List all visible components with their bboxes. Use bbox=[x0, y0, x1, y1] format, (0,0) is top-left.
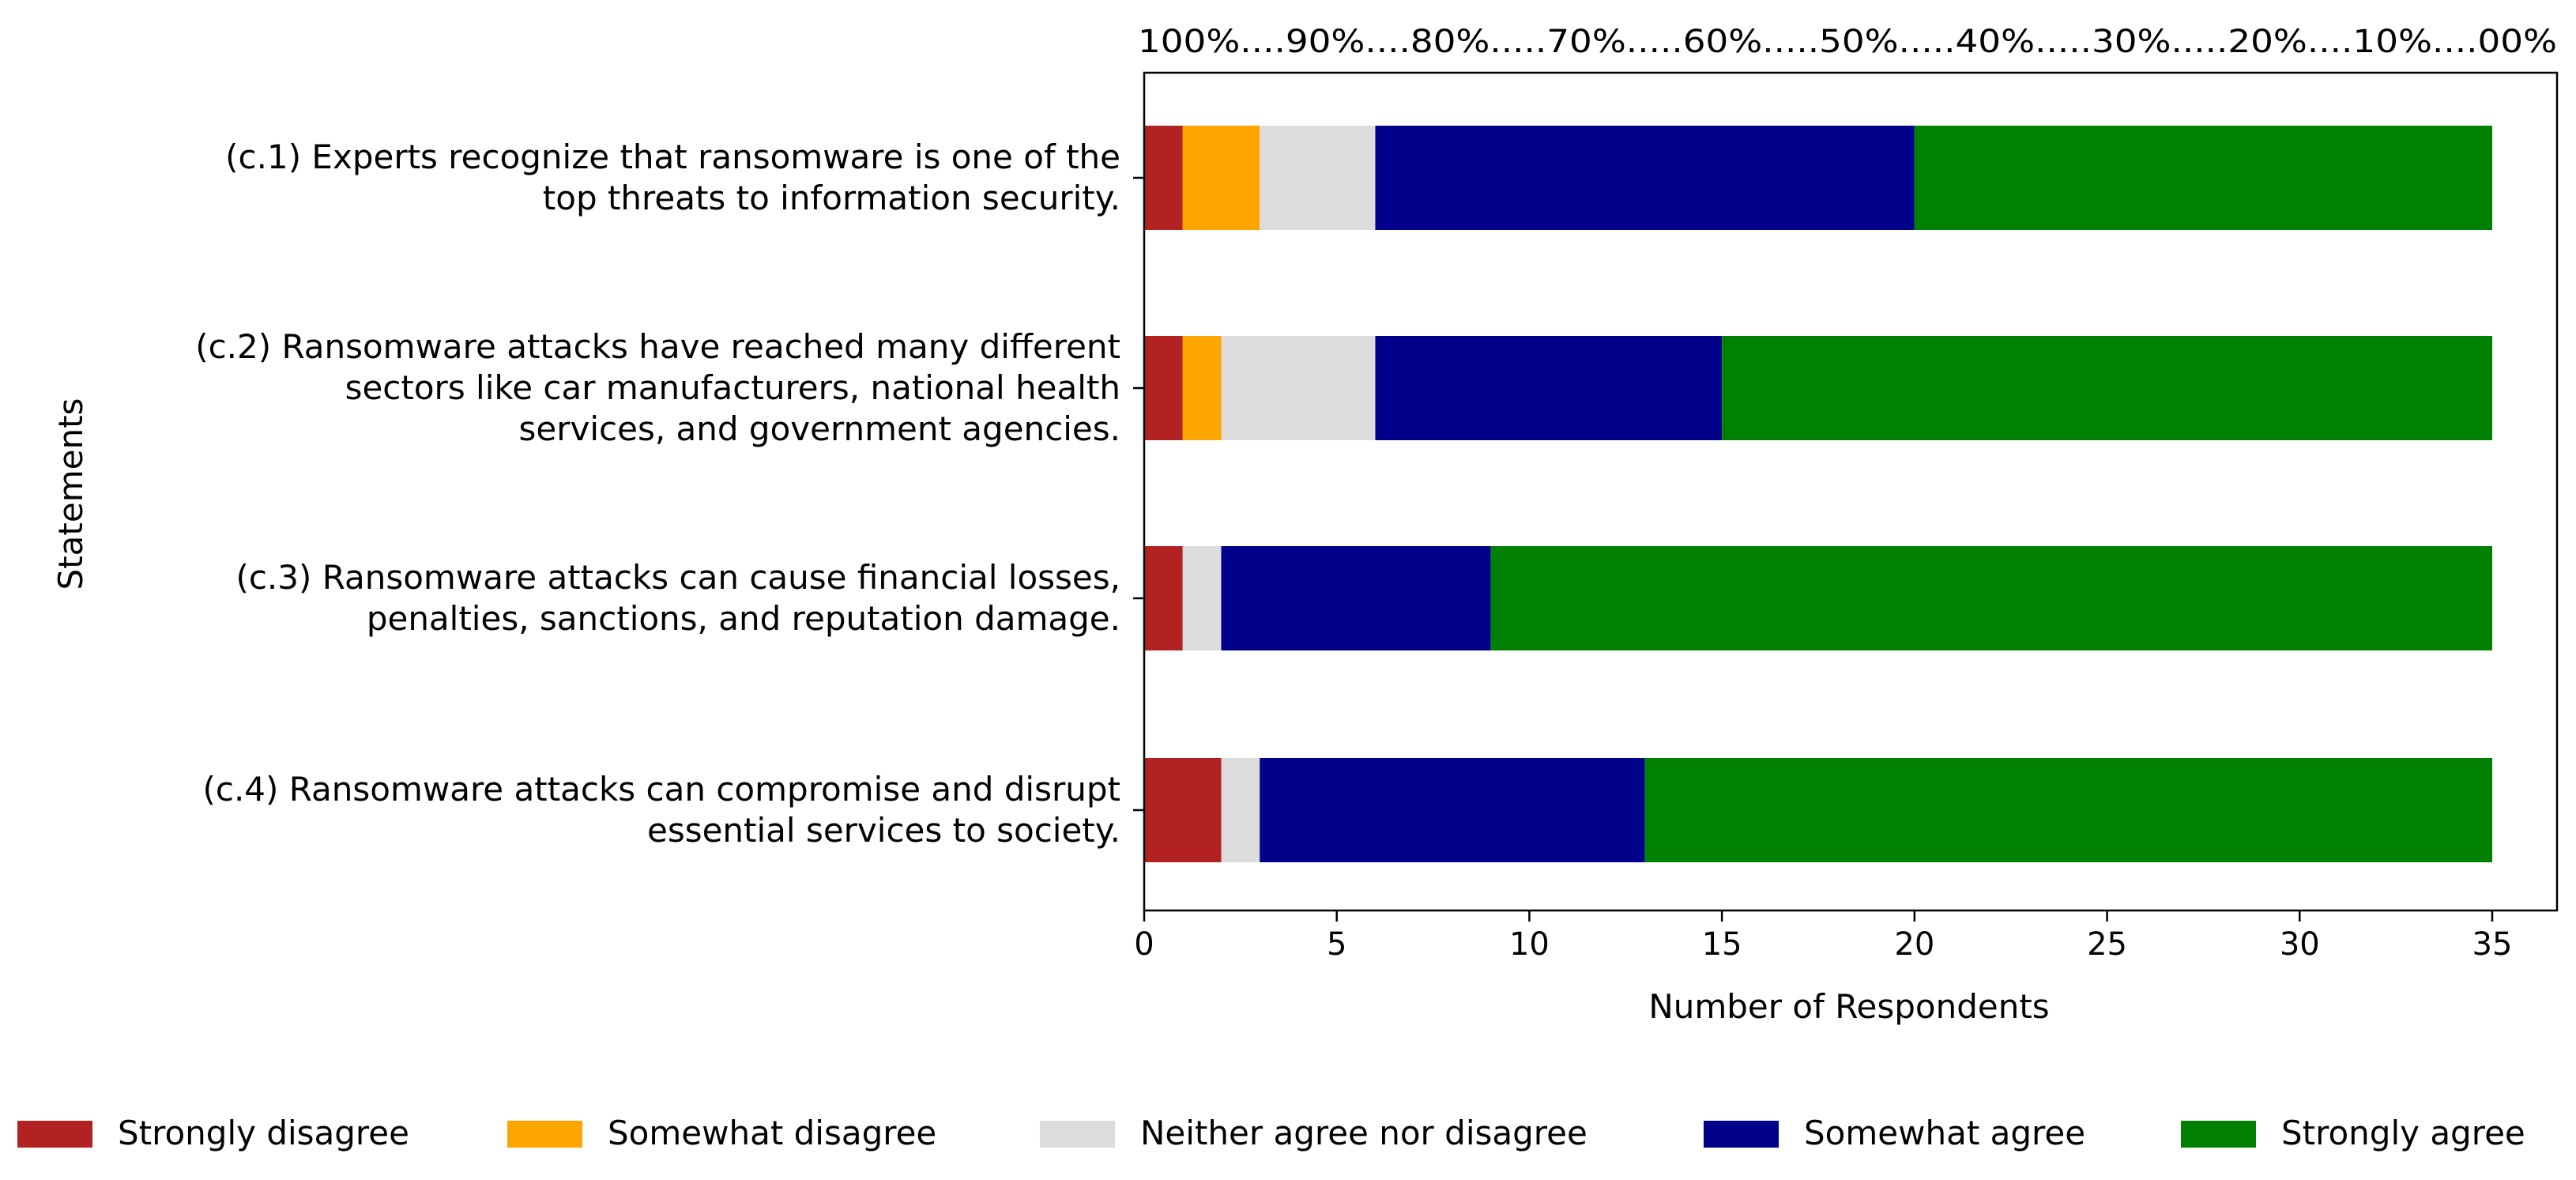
y-axis-ticks: (c.1) Experts recognize that ransomware … bbox=[195, 138, 1144, 850]
x-tick-label: 20 bbox=[1894, 926, 1934, 963]
x-tick-label: 10 bbox=[1509, 926, 1550, 963]
bar-1-neither-agree-nor-disagree bbox=[1260, 126, 1376, 230]
bar-2-strongly-agree bbox=[1722, 336, 2492, 440]
legend-label-strongly-agree: Strongly agree bbox=[2281, 1114, 2525, 1152]
bar-3-neither-agree-nor-disagree bbox=[1182, 546, 1222, 650]
bar-3-strongly-agree bbox=[1490, 546, 2492, 650]
bars-group bbox=[1144, 126, 2492, 862]
bar-1-strongly-disagree bbox=[1144, 126, 1183, 230]
legend-swatch-strongly-disagree bbox=[17, 1121, 92, 1148]
category-label-1: (c.1) Experts recognize that ransomware … bbox=[225, 138, 1120, 217]
category-label-4: (c.4) Ransomware attacks can compromise … bbox=[202, 770, 1120, 850]
top-percent-label: 100%....90%....80%.....70%.....60%.....5… bbox=[1138, 24, 2557, 60]
x-tick-label: 5 bbox=[1327, 926, 1346, 963]
bar-4-somewhat-agree bbox=[1260, 758, 1645, 862]
x-tick-label: 35 bbox=[2472, 926, 2513, 963]
bar-4-strongly-disagree bbox=[1144, 758, 1222, 862]
legend-swatch-somewhat-agree bbox=[1704, 1121, 1779, 1148]
x-tick-label: 0 bbox=[1134, 926, 1154, 963]
x-tick-label: 30 bbox=[2280, 926, 2320, 963]
y-axis-label: Statements bbox=[51, 398, 90, 590]
bar-3-strongly-disagree bbox=[1144, 546, 1183, 650]
x-tick-label: 15 bbox=[1702, 926, 1742, 963]
legend-label-neither-agree-nor-disagree: Neither agree nor disagree bbox=[1140, 1114, 1587, 1152]
bar-2-somewhat-agree bbox=[1375, 336, 1723, 440]
legend-label-strongly-disagree: Strongly disagree bbox=[118, 1114, 409, 1152]
bar-3-somewhat-agree bbox=[1221, 546, 1491, 650]
x-tick-label: 25 bbox=[2087, 926, 2127, 963]
bar-2-strongly-disagree bbox=[1144, 336, 1183, 440]
category-label-3: (c.3) Ransomware attacks can cause finan… bbox=[235, 558, 1120, 638]
bar-2-somewhat-disagree bbox=[1182, 336, 1222, 440]
bar-2-neither-agree-nor-disagree bbox=[1221, 336, 1376, 440]
legend-swatch-strongly-agree bbox=[2181, 1121, 2256, 1148]
bar-1-strongly-agree bbox=[1914, 126, 2492, 230]
legend-swatch-neither-agree-nor-disagree bbox=[1040, 1121, 1115, 1148]
bar-1-somewhat-agree bbox=[1375, 126, 1915, 230]
legend-label-somewhat-agree: Somewhat agree bbox=[1804, 1114, 2085, 1152]
legend: Strongly disagree Somewhat disagree Neithe… bbox=[17, 1114, 2525, 1152]
bar-1-somewhat-disagree bbox=[1182, 126, 1260, 230]
legend-label-somewhat-disagree: Somewhat disagree bbox=[608, 1114, 936, 1152]
x-axis-label: Number of Respondents bbox=[1648, 987, 2049, 1026]
bar-4-strongly-agree bbox=[1644, 758, 2492, 862]
category-label-2: (c.2) Ransomware attacks have reached ma… bbox=[195, 327, 1120, 448]
x-axis-ticks: 0 5 10 15 20 25 30 35 bbox=[1134, 910, 2512, 963]
legend-swatch-somewhat-disagree bbox=[507, 1121, 582, 1148]
bar-4-neither-agree-nor-disagree bbox=[1221, 758, 1260, 862]
plot-frame bbox=[1143, 71, 2559, 912]
